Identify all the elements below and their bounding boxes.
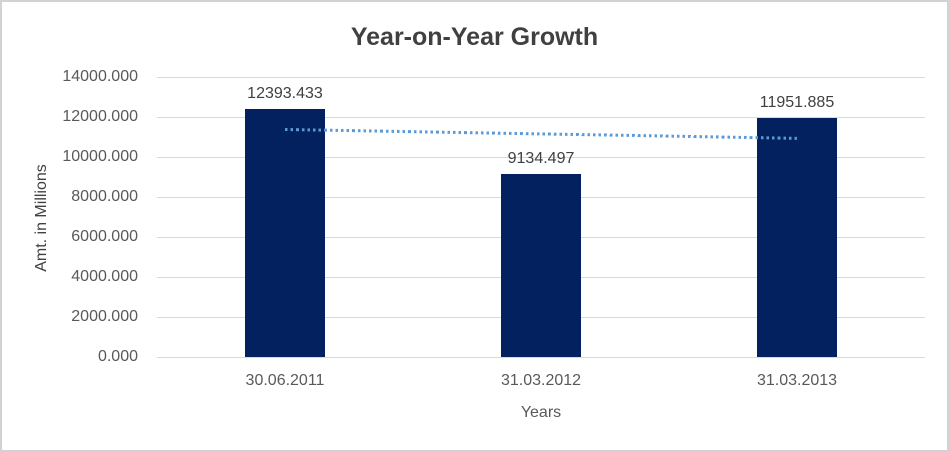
bar-value-label: 11951.885 [759, 93, 835, 111]
gridline [157, 77, 925, 78]
y-axis-tick-label: 6000.000 [71, 228, 138, 245]
trendline [284, 127, 798, 140]
y-axis-tick-label: 12000.000 [62, 108, 138, 125]
bar-31.03.2013 [757, 117, 837, 357]
bar-value-label: 9134.497 [507, 150, 575, 168]
plot-area: 12393.433 9134.497 11951.885 [157, 77, 925, 358]
bar-30.06.2011 [245, 109, 325, 357]
bar-value-label: 12393.433 [247, 85, 323, 103]
y-axis-tick-label: 8000.000 [71, 188, 138, 205]
y-axis-tick-label: 4000.000 [71, 268, 138, 285]
x-axis-title: Years [520, 404, 562, 421]
y-axis-tick-label: 10000.000 [62, 148, 138, 165]
y-axis-tick-label: 0.000 [97, 348, 138, 365]
x-axis-category-label: 30.06.2011 [245, 372, 325, 389]
gridline [157, 117, 925, 118]
bar-31.03.2012 [501, 174, 581, 357]
x-axis-category-label: 31.03.2013 [756, 372, 838, 389]
y-axis-tick-label: 2000.000 [71, 308, 138, 325]
gridline [157, 157, 925, 158]
x-axis-category-label: 31.03.2012 [500, 372, 582, 389]
gridline [157, 357, 925, 358]
y-axis-tick-label: 14000.000 [62, 68, 138, 85]
chart-title: Year-on-Year Growth [350, 23, 599, 51]
y-axis-title: Amt. in Millions [33, 164, 50, 272]
